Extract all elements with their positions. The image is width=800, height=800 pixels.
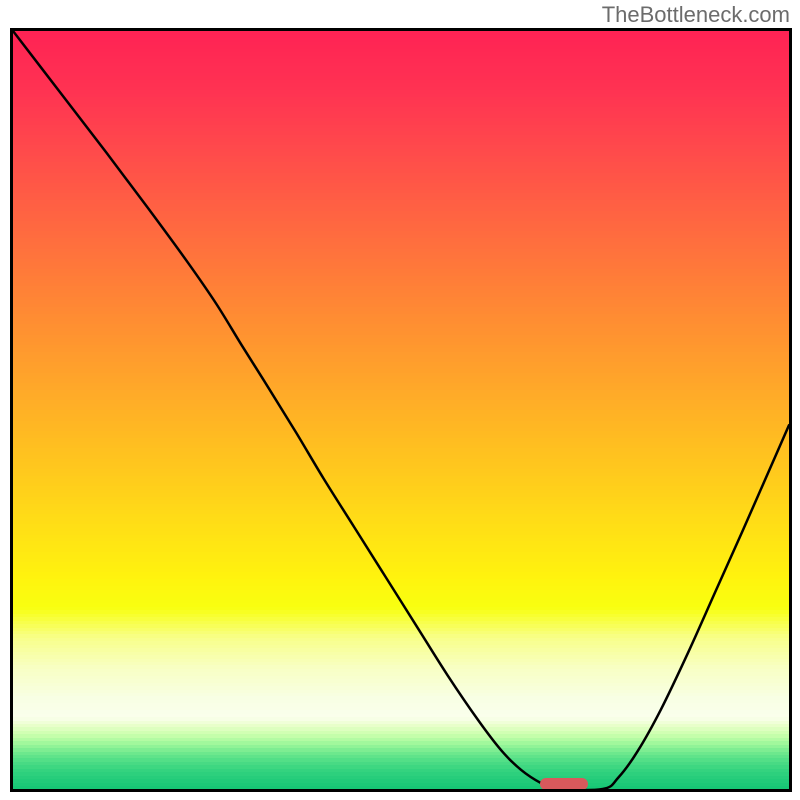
chart-container: TheBottleneck.com [0, 0, 800, 800]
bottleneck-curve [13, 31, 789, 789]
plot-inner [13, 31, 789, 789]
watermark-text: TheBottleneck.com [602, 2, 790, 28]
optimal-marker [540, 778, 588, 790]
plot-area [10, 28, 792, 792]
